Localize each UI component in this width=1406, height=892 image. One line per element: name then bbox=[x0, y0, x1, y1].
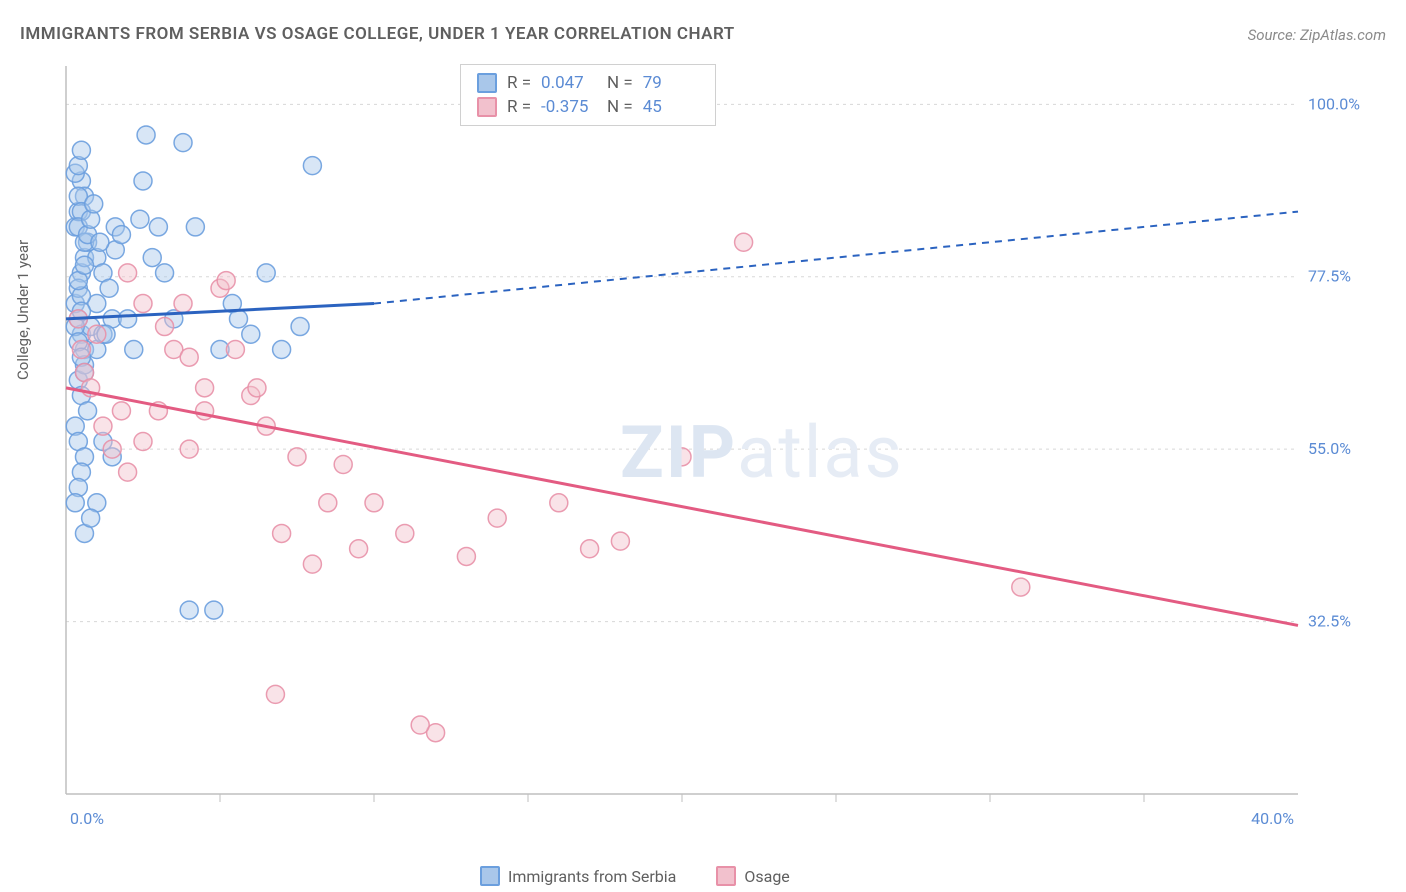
stats-r-label: R = bbox=[507, 73, 531, 93]
stats-r-value-0: 0.047 bbox=[541, 73, 597, 93]
svg-text:0.0%: 0.0% bbox=[70, 809, 104, 828]
stats-n-label: N = bbox=[607, 97, 633, 117]
chart-svg: 32.5% 55.0% 77.5% 100.0% 0.0% 40.0% bbox=[48, 60, 1368, 830]
legend-label-1: Osage bbox=[744, 867, 789, 886]
legend-swatch-1 bbox=[716, 866, 736, 886]
legend-swatch-0 bbox=[480, 866, 500, 886]
source-label: Source: ZipAtlas.com bbox=[1248, 26, 1386, 44]
stats-r-label: R = bbox=[507, 97, 531, 117]
svg-text:55.0%: 55.0% bbox=[1308, 439, 1351, 458]
stats-box: R = 0.047 N = 79 R = -0.375 N = 45 bbox=[460, 64, 716, 126]
y-axis-label: College, Under 1 year bbox=[14, 240, 32, 380]
stats-n-value-1: 45 bbox=[643, 97, 699, 117]
legend-label-0: Immigrants from Serbia bbox=[508, 867, 676, 886]
legend-item-1: Osage bbox=[716, 866, 789, 886]
bottom-legend: Immigrants from Serbia Osage bbox=[480, 866, 790, 886]
svg-text:40.0%: 40.0% bbox=[1251, 809, 1294, 828]
stats-row-series-0: R = 0.047 N = 79 bbox=[477, 71, 699, 95]
swatch-series-1 bbox=[477, 97, 497, 117]
stats-r-value-1: -0.375 bbox=[541, 97, 597, 117]
chart-title: IMMIGRANTS FROM SERBIA VS OSAGE COLLEGE,… bbox=[20, 24, 735, 44]
plot-area: 32.5% 55.0% 77.5% 100.0% 0.0% 40.0% bbox=[48, 60, 1368, 830]
stats-row-series-1: R = -0.375 N = 45 bbox=[477, 95, 699, 119]
legend-item-0: Immigrants from Serbia bbox=[480, 866, 676, 886]
svg-text:77.5%: 77.5% bbox=[1308, 267, 1351, 286]
svg-text:100.0%: 100.0% bbox=[1308, 94, 1360, 113]
stats-n-label: N = bbox=[607, 73, 633, 93]
stats-n-value-0: 79 bbox=[643, 73, 699, 93]
swatch-series-0 bbox=[477, 73, 497, 93]
svg-text:32.5%: 32.5% bbox=[1308, 612, 1351, 631]
